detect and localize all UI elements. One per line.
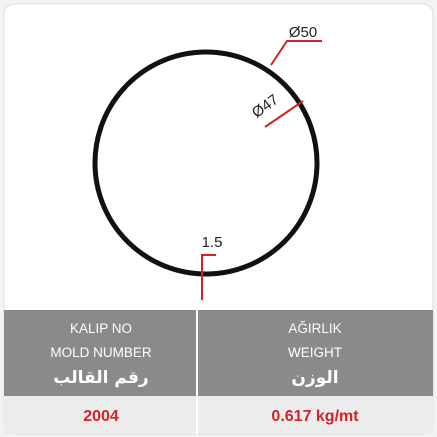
thickness-leader <box>201 254 216 300</box>
weight: 0.617 kg/mt <box>271 408 359 425</box>
table-header <box>4 310 433 396</box>
inner-diameter-leader <box>264 100 304 128</box>
outer-diameter-label: Ø50 <box>289 24 317 41</box>
mold-number: 2004 <box>83 408 119 425</box>
header-text: الوزن <box>291 368 338 388</box>
tube-profile <box>92 49 320 277</box>
header-text: WEIGHT <box>288 345 342 360</box>
header-text: AĞIRLIK <box>288 321 341 336</box>
thickness-label: 1.5 <box>202 234 223 251</box>
table-row <box>4 396 433 434</box>
outer-diameter-leader <box>270 40 322 66</box>
header-text: MOLD NUMBER <box>50 345 152 360</box>
header-text: KALIP NO <box>70 321 132 336</box>
header-text: رقم القالب <box>53 368 148 388</box>
